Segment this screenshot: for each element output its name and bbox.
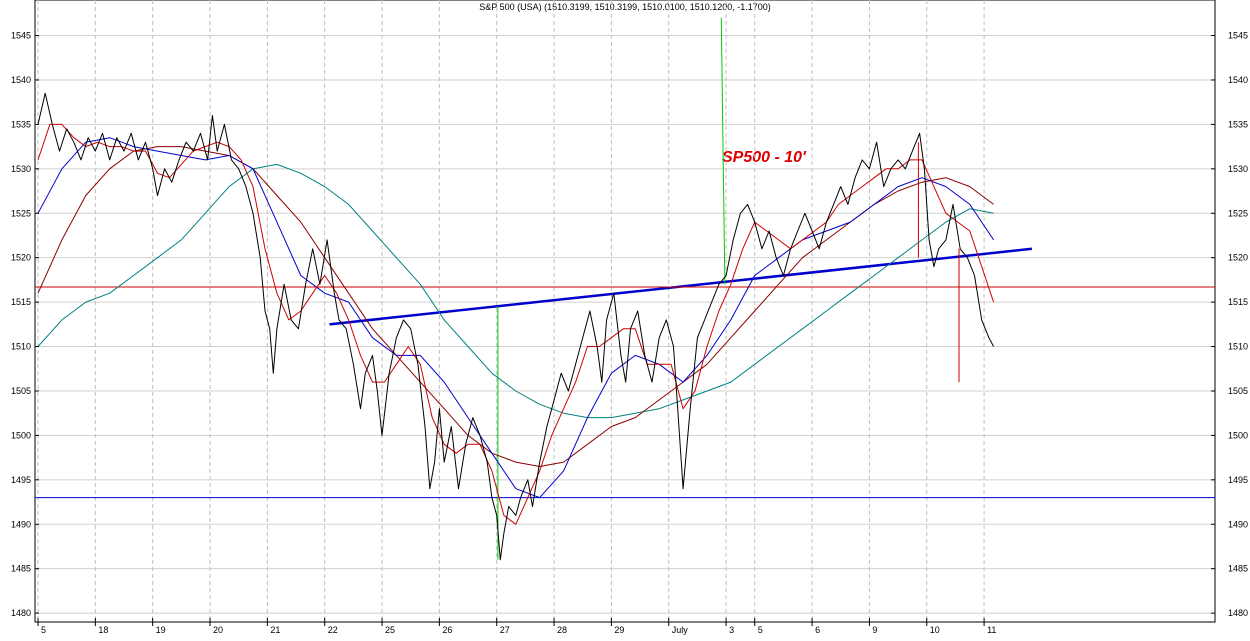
x-tick-label: 19 xyxy=(156,625,166,635)
x-tick-label: 21 xyxy=(270,625,280,635)
x-tick-label: 5 xyxy=(758,625,763,635)
y-tick-label-left: 1520 xyxy=(11,253,31,263)
chart-title: S&P 500 (USA) (1510.3199, 1510.3199, 151… xyxy=(479,2,771,12)
y-tick-label-right: 1490 xyxy=(1228,519,1248,529)
fast-ma-series-line xyxy=(37,123,995,525)
price-series-line xyxy=(37,92,995,561)
vertical-green-2-line xyxy=(720,17,726,285)
y-tick-label-right: 1540 xyxy=(1228,75,1248,85)
x-tick-label: 26 xyxy=(442,625,452,635)
y-tick-label-left: 1490 xyxy=(11,519,31,529)
x-tick-label: 20 xyxy=(213,625,223,635)
y-tick-label-left: 1545 xyxy=(11,31,31,41)
y-tick-label-right: 1535 xyxy=(1228,119,1248,129)
y-tick-label-right: 1485 xyxy=(1228,564,1248,574)
x-tick-label: 22 xyxy=(328,625,338,635)
chart-annotation: SP500 - 10' xyxy=(722,149,807,166)
plot-area xyxy=(34,0,1216,623)
y-tick-label-right: 1530 xyxy=(1228,164,1248,174)
x-tick-label: 3 xyxy=(729,625,734,635)
medium-ma-series-line xyxy=(37,137,995,499)
x-tick-label: 27 xyxy=(500,625,510,635)
long-ma-series-line xyxy=(37,163,994,419)
x-tick-label: 10 xyxy=(930,625,940,635)
y-tick-label-right: 1510 xyxy=(1228,342,1248,352)
y-tick-label-right: 1495 xyxy=(1228,475,1248,485)
y-tick-label-left: 1505 xyxy=(11,386,31,396)
y-tick-label-right: 1520 xyxy=(1228,253,1248,263)
y-tick-label-left: 1510 xyxy=(11,342,31,352)
x-tick-label: July xyxy=(672,625,689,635)
y-tick-label-right: 1515 xyxy=(1228,297,1248,307)
y-tick-label-left: 1535 xyxy=(11,119,31,129)
x-tick-label: 18 xyxy=(98,625,108,635)
y-tick-label-left: 1485 xyxy=(11,564,31,574)
y-tick-label-left: 1500 xyxy=(11,430,31,440)
y-tick-label-left: 1515 xyxy=(11,297,31,307)
y-tick-label-right: 1480 xyxy=(1228,608,1248,618)
y-tick-label-right: 1545 xyxy=(1228,31,1248,41)
x-tick-label: 25 xyxy=(385,625,395,635)
x-tick-label: 28 xyxy=(557,625,567,635)
y-tick-label-left: 1495 xyxy=(11,475,31,485)
y-tick-label-right: 1500 xyxy=(1228,430,1248,440)
x-tick-label: 11 xyxy=(987,625,996,635)
y-tick-label-left: 1525 xyxy=(11,208,31,218)
x-tick-label: 6 xyxy=(815,625,820,635)
y-tick-label-left: 1530 xyxy=(11,164,31,174)
y-tick-label-left: 1540 xyxy=(11,75,31,85)
x-tick-label: 29 xyxy=(614,625,624,635)
y-tick-label-left: 1480 xyxy=(11,608,31,618)
x-tick-label: 9 xyxy=(872,625,877,635)
y-tick-label-right: 1505 xyxy=(1228,386,1248,396)
x-tick-label: 5 xyxy=(41,625,46,635)
y-tick-label-right: 1525 xyxy=(1228,208,1248,218)
